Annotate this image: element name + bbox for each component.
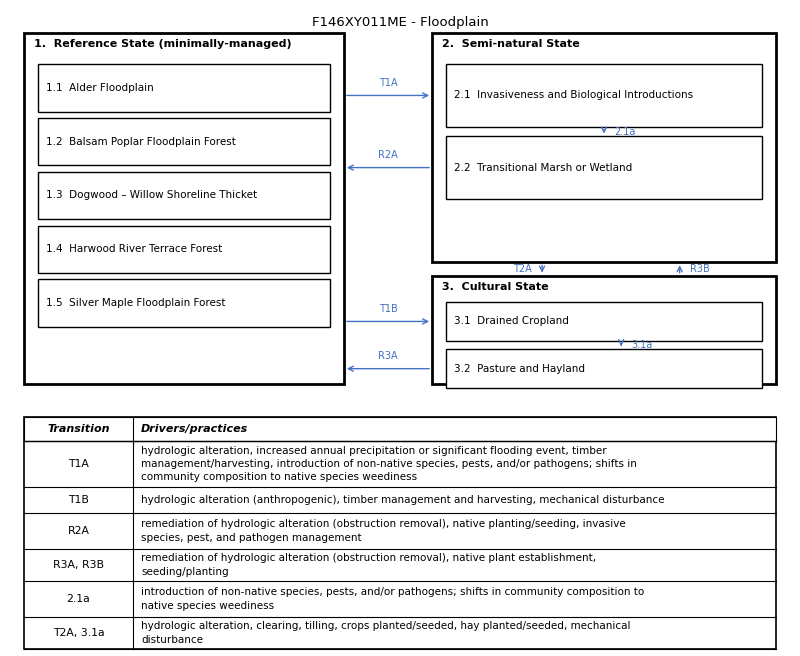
- Text: R2A: R2A: [67, 526, 90, 536]
- Bar: [446, 136, 762, 199]
- Bar: [24, 417, 776, 441]
- Bar: [38, 64, 330, 112]
- Bar: [38, 118, 330, 165]
- Bar: [432, 33, 776, 262]
- Text: R3A: R3A: [378, 352, 398, 361]
- Text: 1.5  Silver Maple Floodplain Forest: 1.5 Silver Maple Floodplain Forest: [46, 298, 226, 308]
- Text: 2.1a: 2.1a: [66, 594, 90, 604]
- Text: 3.2  Pasture and Hayland: 3.2 Pasture and Hayland: [454, 363, 586, 374]
- Text: F146XY011ME - Floodplain: F146XY011ME - Floodplain: [312, 16, 488, 30]
- Text: 1.1  Alder Floodplain: 1.1 Alder Floodplain: [46, 83, 154, 93]
- Text: 3.1  Drained Cropland: 3.1 Drained Cropland: [454, 316, 570, 327]
- Text: T1B: T1B: [68, 495, 89, 505]
- Text: T1A: T1A: [68, 459, 89, 469]
- Text: 1.2  Balsam Poplar Floodplain Forest: 1.2 Balsam Poplar Floodplain Forest: [46, 136, 236, 147]
- Text: T2A, 3.1a: T2A, 3.1a: [53, 628, 104, 638]
- Text: remediation of hydrologic alteration (obstruction removal), native planting/seed: remediation of hydrologic alteration (ob…: [141, 520, 626, 543]
- Text: hydrologic alteration (anthropogenic), timber management and harvesting, mechani: hydrologic alteration (anthropogenic), t…: [141, 495, 665, 505]
- Text: Drivers/practices: Drivers/practices: [141, 424, 248, 434]
- Text: introduction of non-native species, pests, and/or pathogens; shifts in community: introduction of non-native species, pest…: [141, 587, 644, 611]
- Text: T1A: T1A: [378, 78, 398, 89]
- Bar: [38, 279, 330, 327]
- Text: 1.4  Harwood River Terrace Forest: 1.4 Harwood River Terrace Forest: [46, 244, 222, 255]
- Text: T2A: T2A: [513, 264, 532, 274]
- Text: 1.3  Dogwood – Willow Shoreline Thicket: 1.3 Dogwood – Willow Shoreline Thicket: [46, 190, 258, 201]
- Text: R2A: R2A: [378, 150, 398, 161]
- Text: 3.1a: 3.1a: [632, 340, 653, 350]
- Bar: [24, 417, 776, 649]
- Text: 2.1  Invasiveness and Biological Introductions: 2.1 Invasiveness and Biological Introduc…: [454, 91, 694, 100]
- Bar: [446, 302, 762, 341]
- Text: 3.  Cultural State: 3. Cultural State: [442, 282, 549, 292]
- Text: Transition: Transition: [47, 424, 110, 434]
- Text: hydrologic alteration, increased annual precipitation or significant flooding ev: hydrologic alteration, increased annual …: [141, 446, 637, 482]
- Text: hydrologic alteration, clearing, tilling, crops planted/seeded, hay planted/seed: hydrologic alteration, clearing, tilling…: [141, 621, 630, 645]
- Bar: [38, 172, 330, 219]
- Text: 2.1a: 2.1a: [614, 127, 636, 136]
- Text: R3B: R3B: [690, 264, 710, 274]
- Bar: [38, 226, 330, 273]
- Bar: [446, 64, 762, 127]
- Text: 1.  Reference State (minimally-managed): 1. Reference State (minimally-managed): [34, 39, 292, 49]
- Bar: [432, 276, 776, 384]
- Text: R3A, R3B: R3A, R3B: [53, 560, 104, 570]
- Text: 2.  Semi-natural State: 2. Semi-natural State: [442, 39, 580, 49]
- Text: remediation of hydrologic alteration (obstruction removal), native plant establi: remediation of hydrologic alteration (ob…: [141, 554, 596, 577]
- Bar: [24, 33, 344, 384]
- Text: 2.2  Transitional Marsh or Wetland: 2.2 Transitional Marsh or Wetland: [454, 163, 633, 173]
- Bar: [446, 349, 762, 388]
- Text: T1B: T1B: [378, 304, 398, 314]
